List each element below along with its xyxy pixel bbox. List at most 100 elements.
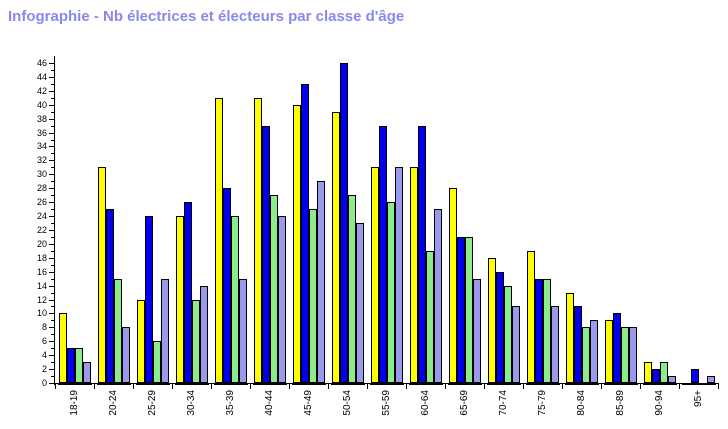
x-axis-tick xyxy=(601,383,602,389)
bar-vert xyxy=(75,348,83,383)
bar-jaune xyxy=(332,112,340,383)
bar-lavande xyxy=(551,306,559,383)
bar-lavande xyxy=(356,223,364,383)
y-axis-tick xyxy=(49,119,54,120)
y-axis-tick xyxy=(51,293,54,294)
x-axis-tick xyxy=(94,383,95,389)
bar-jaune xyxy=(449,188,457,383)
y-axis-label: 40 xyxy=(36,100,47,110)
bar-vert xyxy=(309,209,317,383)
bar-lavande xyxy=(83,362,91,383)
bar-lavande xyxy=(239,279,247,383)
y-axis-label: 32 xyxy=(36,155,47,165)
bar-lavande xyxy=(122,327,130,383)
y-axis-tick xyxy=(51,112,54,113)
y-axis-tick xyxy=(49,174,54,175)
x-axis-group-segment xyxy=(565,383,599,385)
x-axis-group-segment xyxy=(214,383,248,385)
y-axis-tick xyxy=(51,279,54,280)
bar-bleu xyxy=(457,237,465,383)
bar-vert xyxy=(582,327,590,383)
bar-jaune xyxy=(137,300,145,383)
bar-bleu xyxy=(691,369,699,383)
y-axis-tick xyxy=(49,202,54,203)
x-axis-label: 20-24 xyxy=(108,390,119,416)
y-axis-label: 28 xyxy=(36,183,47,193)
x-axis-label: 35-39 xyxy=(225,390,236,416)
x-axis-tick xyxy=(55,383,56,389)
bar-jaune xyxy=(566,293,574,383)
y-axis-tick xyxy=(49,369,54,370)
y-axis-tick xyxy=(49,272,54,273)
bar-lavande xyxy=(278,216,286,383)
x-axis-label: 18-19 xyxy=(69,390,80,416)
bar-bleu xyxy=(535,279,543,383)
y-axis-tick xyxy=(49,133,54,134)
y-axis-label: 8 xyxy=(41,322,47,332)
y-axis-tick xyxy=(51,70,54,71)
x-axis-group-segment xyxy=(331,383,365,385)
y-axis-tick xyxy=(51,362,54,363)
y-axis-label: 0 xyxy=(41,378,47,388)
bar-vert xyxy=(348,195,356,383)
y-axis-tick xyxy=(51,140,54,141)
y-axis-label: 14 xyxy=(36,281,47,291)
y-axis-tick xyxy=(49,383,54,384)
x-axis-group-segment xyxy=(604,383,638,385)
bar-lavande xyxy=(629,327,637,383)
bar-vert xyxy=(114,279,122,383)
bar-jaune xyxy=(176,216,184,383)
y-axis-label: 26 xyxy=(36,197,47,207)
x-axis-group-segment xyxy=(448,383,482,385)
bar-vert xyxy=(426,251,434,383)
bar-lavande xyxy=(668,376,676,383)
x-axis-label: 65-69 xyxy=(459,390,470,416)
bar-jaune xyxy=(254,98,262,383)
x-axis-group-segment xyxy=(175,383,209,385)
y-axis-tick xyxy=(49,258,54,259)
bar-vert xyxy=(504,286,512,383)
bar-lavande xyxy=(200,286,208,383)
bar-lavande xyxy=(434,209,442,383)
bar-vert xyxy=(153,341,161,383)
y-axis-tick xyxy=(51,98,54,99)
y-axis-label: 46 xyxy=(36,58,47,68)
y-axis-label: 34 xyxy=(36,141,47,151)
y-axis-label: 20 xyxy=(36,239,47,249)
y-axis-tick xyxy=(49,146,54,147)
y-axis-label: 4 xyxy=(41,350,47,360)
x-axis-tick xyxy=(523,383,524,389)
y-axis-tick xyxy=(49,286,54,287)
x-axis-tick xyxy=(133,383,134,389)
y-axis xyxy=(54,56,55,385)
y-axis-tick xyxy=(51,320,54,321)
y-axis-tick xyxy=(49,341,54,342)
y-axis-label: 24 xyxy=(36,211,47,221)
bar-lavande xyxy=(473,279,481,383)
bar-bleu xyxy=(67,348,75,383)
y-axis-tick xyxy=(51,84,54,85)
y-axis-tick xyxy=(51,251,54,252)
bar-vert xyxy=(231,216,239,383)
bar-jaune xyxy=(644,362,652,383)
y-axis-label: 18 xyxy=(36,253,47,263)
y-axis-tick xyxy=(49,160,54,161)
x-axis-group-segment xyxy=(253,383,287,385)
bar-jaune xyxy=(605,320,613,383)
x-axis-group-segment xyxy=(526,383,560,385)
y-axis-tick xyxy=(51,334,54,335)
bar-vert xyxy=(660,362,668,383)
y-axis-tick xyxy=(49,216,54,217)
bar-lavande xyxy=(161,279,169,383)
x-axis-tick xyxy=(367,383,368,389)
bar-bleu xyxy=(145,216,153,383)
x-axis-tick xyxy=(484,383,485,389)
x-axis-tick xyxy=(406,383,407,389)
y-axis-tick xyxy=(49,244,54,245)
x-axis-group-segment xyxy=(97,383,131,385)
y-axis-tick xyxy=(51,237,54,238)
y-axis-tick xyxy=(51,348,54,349)
x-axis-group-segment xyxy=(370,383,404,385)
x-axis-label: 75-79 xyxy=(537,390,548,416)
